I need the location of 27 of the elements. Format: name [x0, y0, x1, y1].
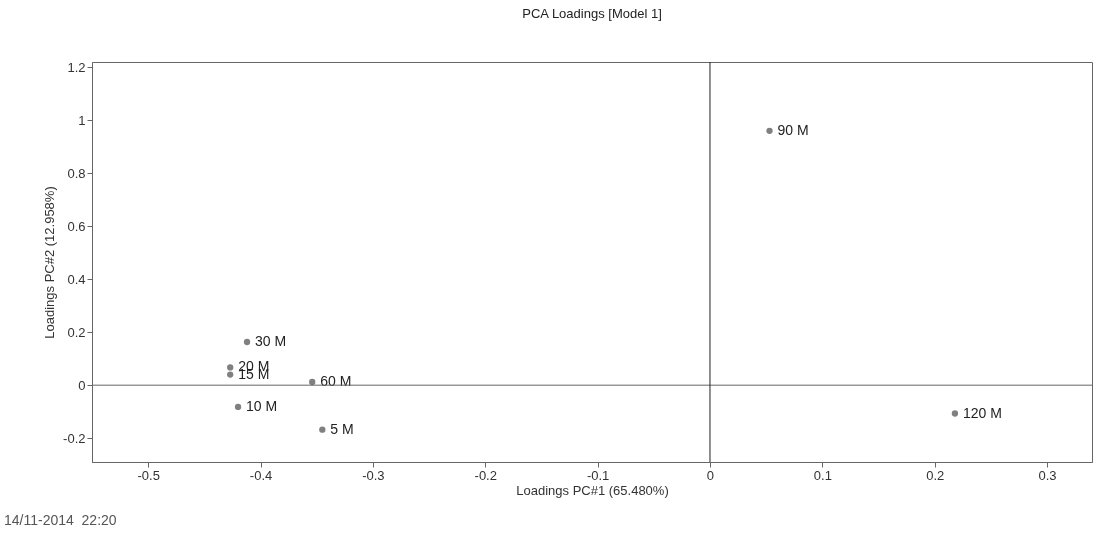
- series-label: 5 M: [330, 420, 354, 437]
- series-label: 10 M: [246, 397, 278, 414]
- y-tick-label: 1.2: [67, 59, 86, 75]
- y-tick-label: 0.4: [67, 271, 86, 287]
- x-tick-label: -0.3: [362, 467, 385, 483]
- x-tick-label: 0: [706, 467, 715, 483]
- x-tick-label: -0.4: [249, 467, 273, 483]
- x-tick-label: 0.2: [926, 467, 945, 483]
- x-tick-label: -0.5: [137, 467, 160, 483]
- series-label: 120 M: [962, 404, 1002, 421]
- x-tick-label: -0.1: [586, 467, 610, 483]
- y-tick-label: 0.8: [67, 165, 86, 181]
- series-label: 60 M: [320, 373, 352, 389]
- y-tick-label: 1: [78, 112, 86, 128]
- x-tick-label: -0.2: [474, 467, 497, 483]
- y-axis-title: Loadings PC#2 (12.958%): [42, 186, 58, 339]
- series-label: 90 M: [777, 121, 809, 138]
- chart-title: PCA Loadings [Model 1]: [522, 6, 662, 22]
- x-axis-title: Loadings PC#1 (65.480%): [516, 482, 669, 498]
- y-tick-label: 0.2: [67, 324, 86, 340]
- series-label: 30 M: [255, 333, 287, 349]
- x-tick-label: 0.1: [813, 467, 832, 483]
- y-tick-label: 0: [78, 377, 86, 393]
- y-tick-label: 0.6: [67, 218, 86, 234]
- y-tick-label: -0.2: [63, 430, 86, 446]
- text: 14/11-2014 22:20: [4, 512, 117, 528]
- x-tick-label: 0.3: [1038, 467, 1057, 483]
